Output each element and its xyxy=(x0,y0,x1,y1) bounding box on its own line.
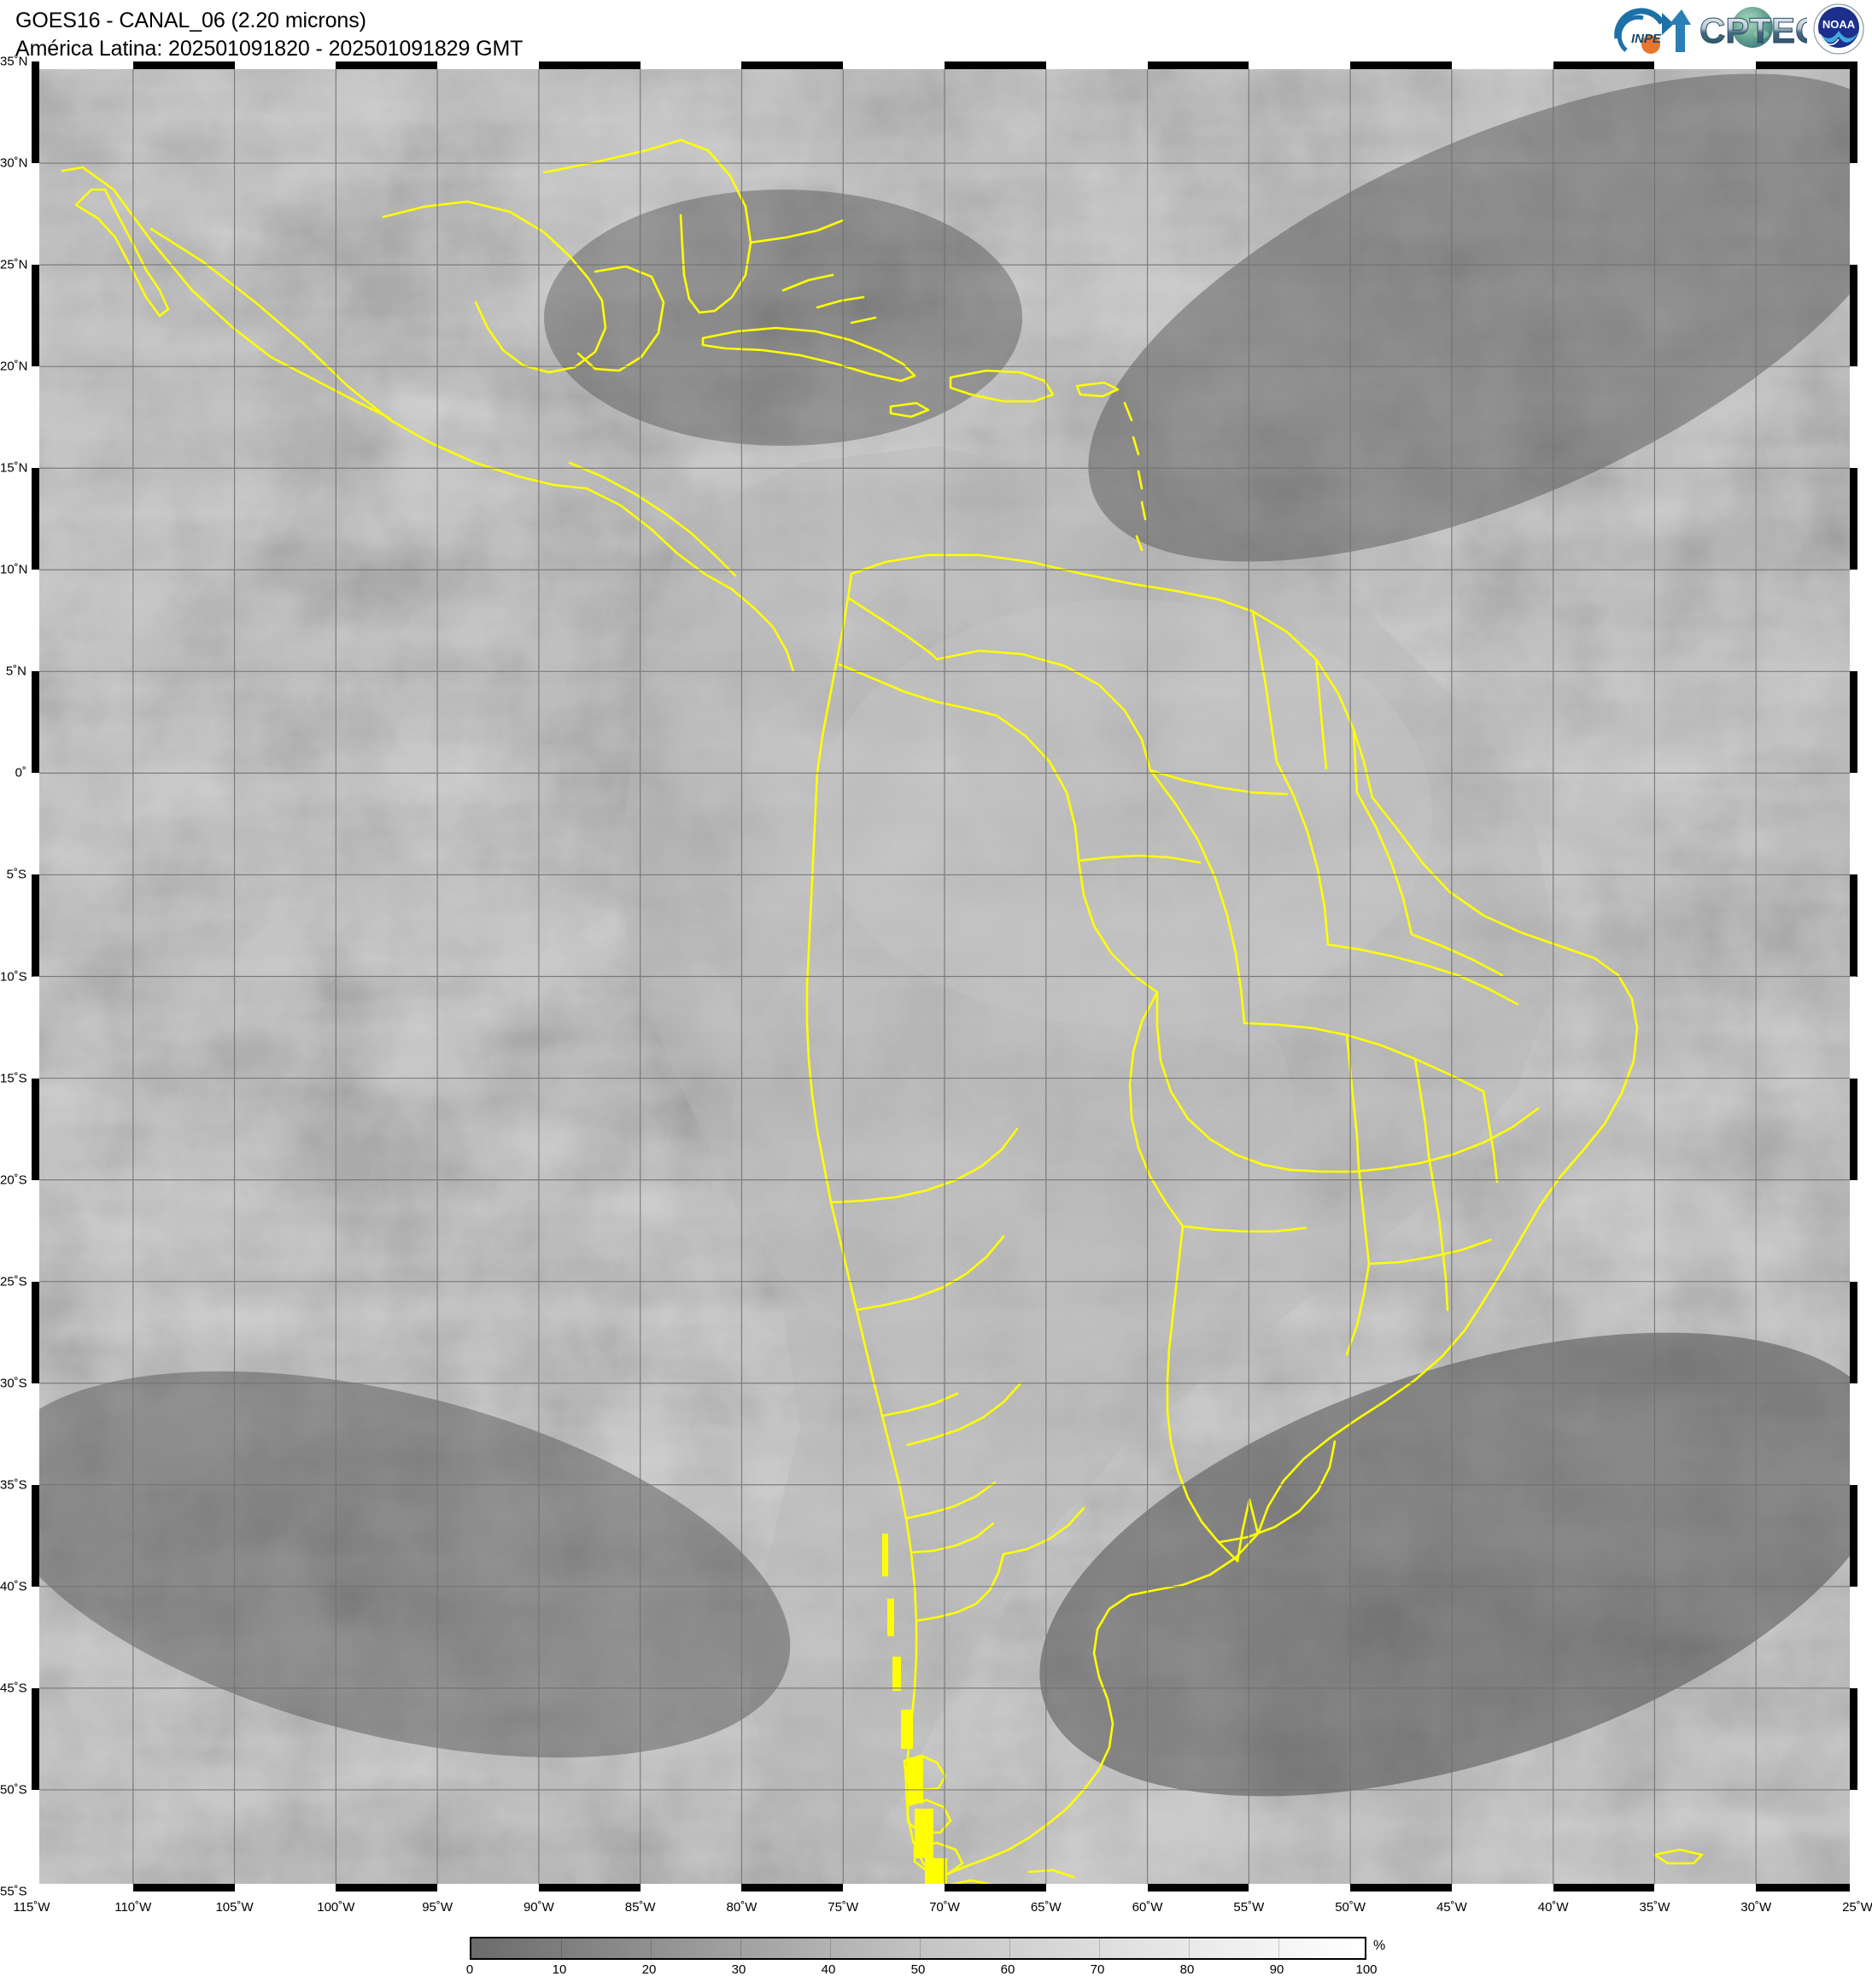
y-axis-tick-label: 10˚N xyxy=(0,562,28,577)
colorbar-divider xyxy=(920,1938,921,1958)
logo-bar: INPE xyxy=(1609,2,1865,56)
colorbar-divider xyxy=(1099,1938,1100,1958)
x-axis-tick-label: 105˚W xyxy=(215,1900,254,1915)
colorbar-tick-label: 100 xyxy=(1355,1962,1378,1977)
colorbar-tick-label: 30 xyxy=(731,1962,746,1977)
x-axis-tick-label: 75˚W xyxy=(828,1900,859,1915)
y-axis-tick-label: 25˚N xyxy=(0,257,28,272)
x-axis-tick-label: 110˚W xyxy=(114,1900,152,1915)
colorbar-divider xyxy=(651,1938,652,1958)
y-axis-tick-label: 35˚N xyxy=(0,54,28,69)
x-axis-tick-label: 100˚W xyxy=(317,1900,355,1915)
colorbar-divider xyxy=(1189,1938,1190,1958)
title-block: GOES16 - CANAL_06 (2.20 microns) América… xyxy=(15,7,523,63)
y-axis-tick-label: 0˚ xyxy=(15,765,26,781)
y-axis-tick-label: 5˚S xyxy=(6,867,26,882)
noaa-logo-text: NOAA xyxy=(1822,18,1856,31)
x-axis-tick-label: 80˚W xyxy=(726,1900,758,1915)
colorbar: % 0 10 20 30 40 50 60 70 80 90 100 xyxy=(466,1937,1385,1981)
x-axis-tick-label: 55˚W xyxy=(1233,1900,1265,1915)
x-axis-tick-label: 25˚W xyxy=(1842,1900,1872,1915)
coastline-overlay xyxy=(61,138,1704,1892)
colorbar-tick-label: 60 xyxy=(1000,1962,1015,1977)
satellite-map[interactable] xyxy=(32,61,1857,1892)
x-axis-tick-label: 45˚W xyxy=(1436,1900,1467,1915)
y-axis-tick-label: 20˚S xyxy=(0,1172,27,1188)
colorbar-divider xyxy=(1278,1938,1279,1958)
y-axis-tick-label: 30˚S xyxy=(0,1376,27,1391)
noaa-logo: NOAA xyxy=(1812,3,1865,56)
colorbar-unit-label: % xyxy=(1373,1938,1386,1953)
inpe-logo: INPE xyxy=(1609,3,1691,56)
y-axis-tick-label: 30˚N xyxy=(0,155,28,171)
colorbar-tick-label: 40 xyxy=(821,1962,836,1977)
x-axis-tick-label: 90˚W xyxy=(523,1900,554,1915)
x-axis-tick-label: 70˚W xyxy=(929,1900,960,1915)
colorbar-tick-label: 0 xyxy=(465,1962,474,1977)
colorbar-tick-label: 50 xyxy=(910,1962,926,1977)
x-axis-tick-label: 115˚W xyxy=(13,1900,50,1915)
colorbar-tick-label: 70 xyxy=(1090,1962,1105,1977)
y-axis-tick-label: 35˚S xyxy=(0,1477,27,1493)
colorbar-tick-label: 80 xyxy=(1179,1962,1195,1977)
y-axis-tick-label: 20˚N xyxy=(0,359,28,374)
satellite-imagery xyxy=(32,61,1857,1892)
x-axis-tick-label: 85˚W xyxy=(624,1900,656,1915)
x-axis-tick-label: 50˚W xyxy=(1335,1900,1366,1915)
y-axis-tick-label: 15˚S xyxy=(0,1071,27,1086)
x-axis-tick-label: 30˚W xyxy=(1740,1900,1772,1915)
x-axis-tick-label: 65˚W xyxy=(1030,1900,1062,1915)
colorbar-tick-label: 10 xyxy=(552,1962,567,1977)
y-axis-tick-label: 50˚S xyxy=(0,1782,27,1798)
y-axis-tick-label: 40˚S xyxy=(0,1579,27,1594)
colorbar-divider xyxy=(740,1938,741,1958)
y-axis-tick-label: 5˚N xyxy=(5,664,26,679)
x-axis-tick-label: 95˚W xyxy=(422,1900,453,1915)
colorbar-tick-label: 90 xyxy=(1269,1962,1284,1977)
cptec-logo-text: CPTEC xyxy=(1699,10,1807,50)
colorbar-gradient xyxy=(470,1937,1366,1960)
y-axis-tick-label: 55˚S xyxy=(0,1884,27,1899)
colorbar-divider xyxy=(830,1938,831,1958)
colorbar-divider xyxy=(1009,1938,1010,1958)
y-axis-tick-label: 45˚S xyxy=(0,1681,27,1696)
cptec-logo: CPTEC xyxy=(1696,5,1822,53)
satellite-image-canvas[interactable] xyxy=(32,61,1857,1892)
inpe-logo-text: INPE xyxy=(1631,32,1662,46)
x-axis-tick-label: 60˚W xyxy=(1132,1900,1163,1915)
colorbar-tick-label: 20 xyxy=(641,1962,657,1977)
y-axis-tick-label: 15˚N xyxy=(0,460,28,476)
x-axis-tick-label: 35˚W xyxy=(1639,1900,1670,1915)
y-axis-tick-label: 25˚S xyxy=(0,1274,27,1289)
x-axis-tick-label: 40˚W xyxy=(1537,1900,1569,1915)
page-title: GOES16 - CANAL_06 (2.20 microns) xyxy=(15,9,366,32)
page-subtitle: América Latina: 202501091820 - 202501091… xyxy=(15,37,524,61)
highlight-pixels xyxy=(882,1534,947,1892)
header-bar: GOES16 - CANAL_06 (2.20 microns) América… xyxy=(0,0,1872,61)
colorbar-divider xyxy=(561,1938,562,1958)
y-axis-tick-label: 10˚S xyxy=(0,969,27,984)
